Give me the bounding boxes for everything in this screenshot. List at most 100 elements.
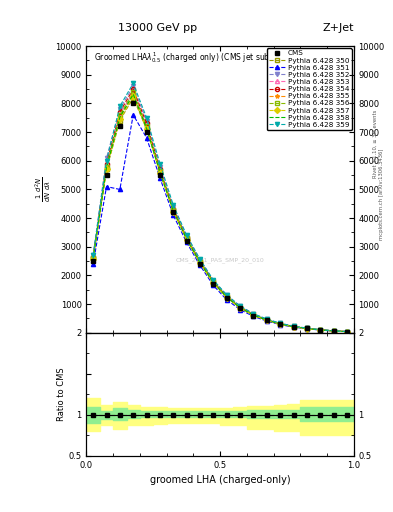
Pythia 6.428 350: [318, 327, 323, 333]
Pythia 6.428 356: [131, 89, 136, 95]
Pythia 6.428 354: [171, 206, 176, 212]
CMS: [291, 324, 296, 330]
Pythia 6.428 351: [238, 307, 242, 313]
CMS: [224, 295, 229, 302]
Pythia 6.428 356: [251, 312, 256, 318]
Text: Z+Jet: Z+Jet: [322, 23, 354, 33]
Pythia 6.428 356: [184, 236, 189, 242]
Pythia 6.428 354: [305, 325, 309, 331]
Pythia 6.428 358: [211, 280, 216, 286]
Pythia 6.428 355: [144, 125, 149, 131]
Line: Pythia 6.428 356: Pythia 6.428 356: [91, 90, 349, 334]
X-axis label: groomed LHA (charged-only): groomed LHA (charged-only): [150, 475, 290, 485]
Pythia 6.428 350: [104, 166, 109, 173]
Pythia 6.428 358: [251, 312, 256, 318]
Pythia 6.428 350: [264, 316, 269, 323]
Pythia 6.428 351: [118, 186, 122, 193]
CMS: [131, 100, 136, 106]
Pythia 6.428 356: [158, 167, 162, 174]
Pythia 6.428 350: [305, 325, 309, 331]
Pythia 6.428 351: [104, 183, 109, 189]
Pythia 6.428 351: [318, 327, 323, 333]
Pythia 6.428 351: [224, 297, 229, 303]
Pythia 6.428 353: [211, 279, 216, 285]
CMS: [118, 123, 122, 130]
Pythia 6.428 353: [184, 236, 189, 242]
Pythia 6.428 352: [264, 316, 269, 322]
Pythia 6.428 359: [305, 325, 309, 331]
Pythia 6.428 357: [158, 169, 162, 176]
Pythia 6.428 359: [345, 329, 349, 335]
Pythia 6.428 356: [278, 321, 283, 327]
Pythia 6.428 359: [118, 103, 122, 110]
CMS: [331, 328, 336, 334]
Pythia 6.428 353: [131, 89, 136, 95]
Pythia 6.428 352: [104, 155, 109, 161]
Pythia 6.428 350: [171, 206, 176, 212]
Pythia 6.428 351: [211, 283, 216, 289]
Pythia 6.428 359: [198, 257, 202, 263]
Pythia 6.428 355: [198, 260, 202, 266]
Line: Pythia 6.428 351: Pythia 6.428 351: [91, 113, 349, 334]
CMS: [278, 321, 283, 327]
Pythia 6.428 355: [171, 208, 176, 214]
Pythia 6.428 354: [291, 324, 296, 330]
Pythia 6.428 351: [251, 313, 256, 319]
Pythia 6.428 356: [171, 207, 176, 213]
CMS: [264, 317, 269, 324]
Pythia 6.428 355: [131, 92, 136, 98]
Pythia 6.428 354: [278, 321, 283, 327]
Pythia 6.428 354: [251, 312, 256, 318]
Pythia 6.428 352: [198, 257, 202, 263]
Text: 13000 GeV pp: 13000 GeV pp: [118, 23, 197, 33]
Pythia 6.428 356: [91, 254, 95, 261]
Pythia 6.428 350: [211, 278, 216, 284]
Pythia 6.428 350: [118, 118, 122, 124]
Pythia 6.428 356: [224, 294, 229, 300]
Pythia 6.428 356: [291, 324, 296, 330]
Pythia 6.428 357: [198, 260, 202, 266]
Pythia 6.428 352: [144, 118, 149, 124]
Pythia 6.428 359: [131, 80, 136, 87]
Pythia 6.428 357: [211, 281, 216, 287]
Pythia 6.428 356: [305, 325, 309, 331]
CMS: [198, 261, 202, 267]
Pythia 6.428 352: [238, 303, 242, 309]
Text: CMS_2021_PAS_SMP_20_010: CMS_2021_PAS_SMP_20_010: [176, 257, 264, 263]
Pythia 6.428 350: [91, 255, 95, 261]
Text: Rivet 3.1.10, ≥ 3M events: Rivet 3.1.10, ≥ 3M events: [373, 109, 378, 178]
CMS: [318, 327, 323, 333]
Pythia 6.428 358: [345, 329, 349, 335]
Pythia 6.428 356: [264, 317, 269, 323]
Pythia 6.428 356: [118, 112, 122, 118]
Pythia 6.428 359: [264, 316, 269, 322]
Pythia 6.428 353: [278, 321, 283, 327]
Pythia 6.428 354: [131, 86, 136, 92]
Pythia 6.428 353: [331, 328, 336, 334]
Pythia 6.428 356: [211, 279, 216, 285]
Pythia 6.428 358: [331, 328, 336, 334]
Pythia 6.428 355: [345, 329, 349, 335]
Line: Pythia 6.428 359: Pythia 6.428 359: [91, 81, 349, 334]
Pythia 6.428 355: [224, 294, 229, 301]
Pythia 6.428 350: [251, 311, 256, 317]
Pythia 6.428 357: [144, 126, 149, 132]
Pythia 6.428 357: [318, 327, 323, 333]
Pythia 6.428 354: [331, 328, 336, 334]
Pythia 6.428 350: [158, 169, 162, 175]
Pythia 6.428 358: [318, 327, 323, 333]
Pythia 6.428 355: [158, 168, 162, 175]
Pythia 6.428 359: [291, 323, 296, 329]
Pythia 6.428 355: [91, 256, 95, 262]
CMS: [184, 238, 189, 244]
Pythia 6.428 351: [291, 324, 296, 330]
Pythia 6.428 359: [278, 320, 283, 326]
Text: Groomed LHA$\lambda^1_{0.5}$ (charged only) (CMS jet substructure): Groomed LHA$\lambda^1_{0.5}$ (charged on…: [94, 50, 309, 66]
Pythia 6.428 353: [238, 305, 242, 311]
Pythia 6.428 354: [224, 293, 229, 300]
Pythia 6.428 353: [224, 294, 229, 300]
Pythia 6.428 350: [291, 324, 296, 330]
Pythia 6.428 350: [345, 329, 349, 335]
Pythia 6.428 358: [224, 294, 229, 301]
Pythia 6.428 354: [211, 279, 216, 285]
